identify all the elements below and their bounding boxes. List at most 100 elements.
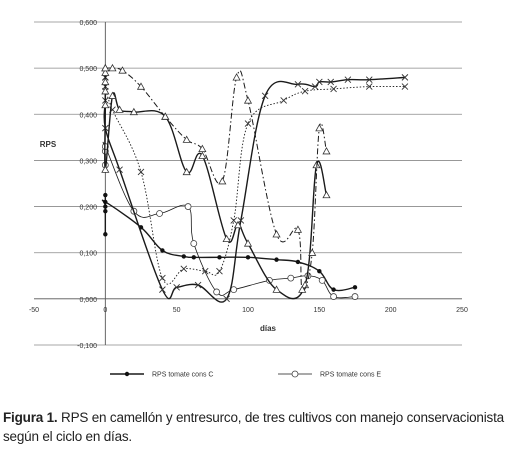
data-point bbox=[216, 267, 223, 275]
y-tick-label: 0,000 bbox=[79, 297, 97, 304]
data-point bbox=[103, 232, 108, 237]
data-series bbox=[101, 63, 409, 303]
data-point bbox=[115, 105, 124, 113]
data-point bbox=[331, 287, 336, 292]
data-point bbox=[365, 76, 373, 83]
data-point bbox=[301, 87, 309, 95]
data-point bbox=[291, 370, 299, 378]
data-point bbox=[101, 100, 110, 109]
data-point bbox=[317, 268, 322, 274]
data-point bbox=[118, 66, 127, 74]
y-tick-label: 0,600 bbox=[79, 20, 97, 27]
y-tick-label: 0,100 bbox=[79, 251, 97, 258]
data-point bbox=[322, 190, 331, 199]
figure-caption-text: RPS en camellón y entresurco, de tres cu… bbox=[3, 410, 504, 444]
data-point bbox=[316, 78, 323, 86]
data-point bbox=[232, 73, 241, 81]
data-point bbox=[101, 68, 110, 76]
data-point bbox=[103, 199, 108, 205]
data-point bbox=[344, 76, 352, 83]
data-point bbox=[365, 83, 373, 90]
data-point bbox=[274, 257, 279, 262]
data-point bbox=[401, 83, 409, 90]
data-point bbox=[194, 281, 202, 289]
data-point bbox=[233, 220, 243, 229]
data-point bbox=[244, 120, 252, 127]
data-point bbox=[101, 86, 110, 95]
grid-lines bbox=[34, 21, 462, 346]
legend-item: RPS tomate cons C bbox=[110, 372, 213, 379]
data-point bbox=[330, 293, 338, 300]
data-point bbox=[101, 165, 110, 173]
figure-caption: Figura 1. RPS en camellón y entresurco, … bbox=[3, 408, 515, 446]
data-point bbox=[191, 255, 196, 260]
data-point bbox=[201, 267, 209, 275]
data-point bbox=[315, 123, 324, 132]
data-point bbox=[103, 192, 108, 198]
figure-caption-label: Figura 1. bbox=[3, 410, 58, 425]
x-tick-label: 250 bbox=[456, 307, 468, 314]
data-point bbox=[261, 92, 269, 100]
data-point bbox=[101, 63, 110, 72]
data-point bbox=[198, 144, 207, 153]
y-tick-label: 0,300 bbox=[79, 158, 97, 165]
data-point bbox=[352, 285, 358, 290]
data-point bbox=[230, 217, 238, 224]
data-point bbox=[213, 288, 221, 296]
y-tick-label: 0,200 bbox=[79, 205, 97, 212]
data-point bbox=[322, 146, 331, 155]
data-point bbox=[245, 255, 251, 260]
series-5 bbox=[101, 63, 331, 300]
data-point bbox=[217, 255, 222, 260]
data-point bbox=[159, 286, 166, 293]
data-point bbox=[136, 82, 146, 90]
data-point bbox=[198, 151, 207, 159]
data-point bbox=[351, 293, 359, 300]
series-3 bbox=[102, 74, 409, 303]
data-point bbox=[160, 248, 165, 253]
y-tick-label: -0,100 bbox=[77, 343, 97, 350]
data-point bbox=[103, 208, 108, 214]
data-point bbox=[330, 85, 337, 93]
data-point bbox=[295, 259, 301, 265]
data-point bbox=[243, 96, 253, 104]
data-point bbox=[294, 80, 302, 88]
data-point bbox=[124, 371, 130, 377]
data-point bbox=[116, 166, 123, 173]
data-point bbox=[293, 225, 303, 233]
x-tick-label: -50 bbox=[29, 307, 39, 314]
series-line bbox=[105, 67, 327, 291]
series-6 bbox=[101, 63, 331, 293]
data-point bbox=[184, 203, 192, 210]
data-point bbox=[287, 274, 295, 282]
axes: -0,100 0,000 0,100 0,200 0,300 0,400 0,500 0,60… bbox=[29, 20, 468, 350]
data-point bbox=[161, 112, 170, 120]
x-axis-title: días bbox=[260, 324, 277, 333]
data-point bbox=[108, 63, 117, 72]
data-point bbox=[180, 265, 188, 273]
data-point bbox=[108, 91, 117, 99]
data-point bbox=[308, 248, 317, 256]
rps-line-chart: -0,100 0,000 0,100 0,200 0,300 0,400 0,500 0,60… bbox=[29, 20, 468, 379]
data-point bbox=[318, 276, 326, 284]
data-point bbox=[272, 285, 281, 293]
data-point bbox=[181, 254, 186, 259]
data-point bbox=[298, 285, 307, 293]
x-tick-label: 150 bbox=[313, 307, 325, 314]
data-point bbox=[129, 107, 138, 116]
data-point bbox=[190, 240, 198, 247]
series-2 bbox=[101, 141, 359, 300]
data-point bbox=[182, 135, 191, 143]
data-point bbox=[173, 284, 180, 291]
legend-item: RPS tomate cons E bbox=[278, 370, 381, 379]
x-tick-label: 50 bbox=[173, 307, 181, 314]
data-point bbox=[101, 77, 110, 86]
data-point bbox=[327, 78, 335, 86]
series-4 bbox=[102, 74, 409, 285]
data-point bbox=[222, 234, 231, 242]
data-point bbox=[156, 210, 163, 217]
data-point bbox=[272, 230, 281, 238]
y-tick-label: 0,500 bbox=[79, 66, 97, 73]
data-point bbox=[159, 274, 166, 282]
